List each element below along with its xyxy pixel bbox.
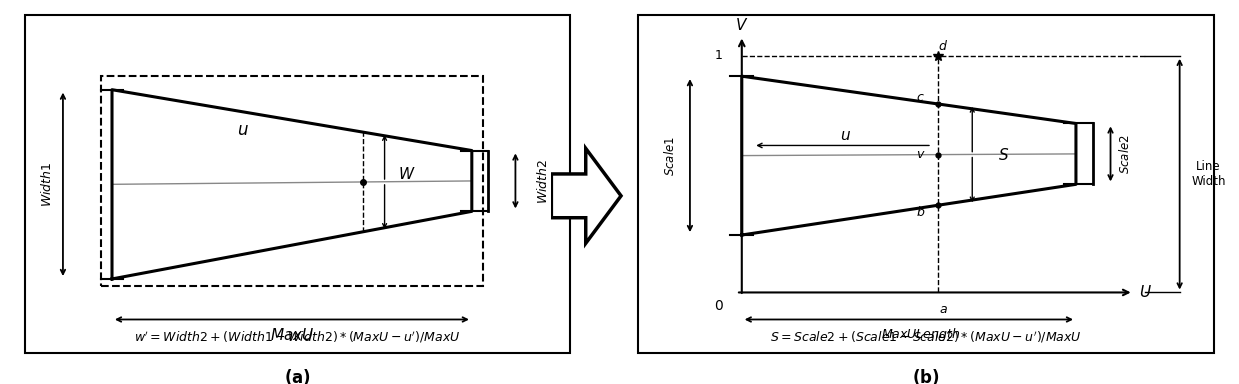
Text: $\mathit{W}$: $\mathit{W}$ bbox=[398, 166, 415, 182]
Text: $v$: $v$ bbox=[916, 148, 926, 161]
Text: $\mathit{MaxULength}$: $\mathit{MaxULength}$ bbox=[881, 326, 960, 343]
Text: $\mathit{Width2}$: $\mathit{Width2}$ bbox=[535, 158, 550, 204]
Text: $\mathit{S}$: $\mathit{S}$ bbox=[999, 147, 1010, 162]
Text: $w' = Width2 + (Width1 - Width2) * (MaxU - u') / MaxU$: $w' = Width2 + (Width1 - Width2) * (MaxU… bbox=[134, 329, 461, 345]
Text: $\mathit{Scale1}$: $\mathit{Scale1}$ bbox=[663, 136, 676, 175]
FancyArrow shape bbox=[551, 149, 621, 243]
Text: $\mathbf{(b)}$: $\mathbf{(b)}$ bbox=[912, 367, 940, 384]
Text: Line
Width: Line Width bbox=[1191, 160, 1225, 188]
Text: $\mathit{V}$: $\mathit{V}$ bbox=[735, 18, 748, 33]
Text: $\mathit{u}$: $\mathit{u}$ bbox=[237, 121, 249, 139]
Text: $\mathit{Scale2}$: $\mathit{Scale2}$ bbox=[1118, 134, 1132, 174]
Text: $d$: $d$ bbox=[938, 39, 948, 53]
Text: $a$: $a$ bbox=[939, 303, 948, 316]
Text: $\mathit{U}$: $\mathit{U}$ bbox=[1139, 285, 1151, 300]
Text: $\mathit{Width1}$: $\mathit{Width1}$ bbox=[40, 162, 53, 207]
Text: $S = Scale2 + (Scale1 - Scale2) * (MaxU - u') / MaxU$: $S = Scale2 + (Scale1 - Scale2) * (MaxU … bbox=[771, 329, 1082, 345]
Text: $\mathit{u}$: $\mathit{u}$ bbox=[840, 128, 851, 143]
Text: $\mathbf{(a)}$: $\mathbf{(a)}$ bbox=[284, 367, 311, 384]
Text: $c$: $c$ bbox=[916, 91, 924, 104]
Text: $\mathit{MaxU}$: $\mathit{MaxU}$ bbox=[270, 327, 315, 343]
Text: $0$: $0$ bbox=[714, 299, 724, 313]
Text: $b$: $b$ bbox=[916, 205, 926, 219]
Text: $1$: $1$ bbox=[715, 50, 724, 63]
